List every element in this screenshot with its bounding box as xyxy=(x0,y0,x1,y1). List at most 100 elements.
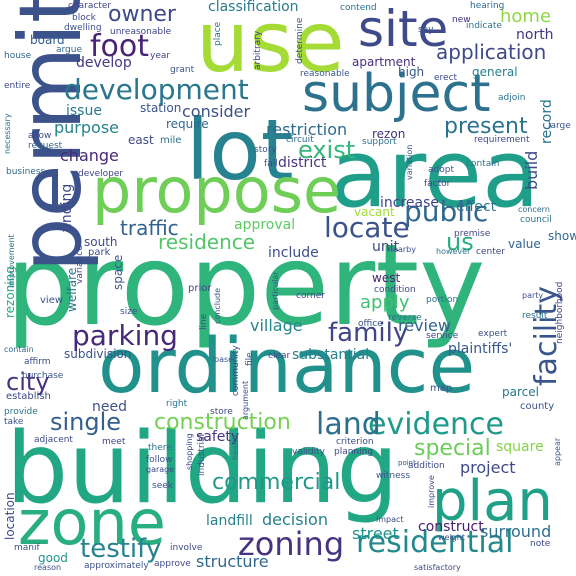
word-village: village xyxy=(250,316,303,335)
word-subject: subject xyxy=(302,64,491,124)
word-location: location xyxy=(3,492,17,540)
word-parcel: parcel xyxy=(502,385,539,399)
word-planning: planning xyxy=(334,447,374,457)
word-character: character xyxy=(68,1,112,11)
word-weight: weight xyxy=(438,533,465,542)
word-city: city xyxy=(6,368,50,396)
word-family: family xyxy=(328,318,409,348)
word-station: station xyxy=(140,101,182,115)
word-witness: witness xyxy=(376,471,411,481)
word-note: note xyxy=(530,539,551,549)
word-size: size xyxy=(120,307,138,317)
word-industrial: industrial xyxy=(197,433,207,476)
word-construction: construction xyxy=(154,410,291,435)
word-support: support xyxy=(362,137,397,147)
word-need: need xyxy=(92,399,127,415)
word-us: us xyxy=(446,228,474,256)
word-propose: propose xyxy=(92,154,342,227)
word-say: say xyxy=(418,25,434,35)
word-effect: effect xyxy=(456,199,497,215)
word-center: center xyxy=(476,247,505,257)
word-contain-2: contain xyxy=(4,345,34,354)
word-adjoin: adjoin xyxy=(498,93,526,103)
word-seek: seek xyxy=(152,481,173,491)
word-dwelling: dwelling xyxy=(64,23,102,33)
word-improve: improve xyxy=(427,475,436,508)
word-point: point xyxy=(398,459,416,467)
word-reverse: reverse xyxy=(388,313,422,323)
word-involve: involve xyxy=(170,543,203,553)
word-zone: zone xyxy=(18,486,166,559)
word-application: application xyxy=(436,40,547,64)
word-area: area xyxy=(330,120,540,229)
word-adjacent: adjacent xyxy=(34,435,73,445)
word-approximately: approximately xyxy=(84,561,149,571)
word-site: site xyxy=(358,0,449,58)
word-exist: exist xyxy=(298,136,356,164)
word-large: large xyxy=(548,121,571,131)
word-unit: unit xyxy=(372,239,400,255)
word-place: place xyxy=(213,21,223,46)
word-project: project xyxy=(460,458,516,477)
word-factor: factor xyxy=(424,179,451,189)
word-request: request xyxy=(28,141,63,151)
word-variation: variation xyxy=(405,144,414,180)
word-construct: construct xyxy=(418,519,484,535)
word-owner: owner xyxy=(108,2,176,27)
word-developer: developer xyxy=(78,169,124,179)
word-base: base xyxy=(214,355,234,364)
word-south: south xyxy=(84,235,118,249)
word-block: block xyxy=(72,13,96,23)
word-subdivision: subdivision xyxy=(64,347,132,361)
word-map: map xyxy=(430,383,453,394)
word-parking: parking xyxy=(72,319,178,352)
word-contain: contain xyxy=(466,159,500,169)
word-provide: provide xyxy=(4,407,38,417)
word-building: building xyxy=(6,412,399,526)
word-present: present xyxy=(444,114,528,139)
word-development: development xyxy=(64,73,249,106)
word-affirm: affirm xyxy=(24,357,51,367)
word-establish: establish xyxy=(6,391,51,402)
word-contend: contend xyxy=(340,3,377,13)
word-vacant: vacant xyxy=(354,205,395,219)
word-west: west xyxy=(372,271,401,285)
word-circuit: circuit xyxy=(286,135,314,145)
word-surround: surround xyxy=(480,522,552,541)
word-zoning: zoning xyxy=(238,525,345,563)
word-single: single xyxy=(50,408,122,436)
word-health: health xyxy=(231,434,240,460)
word-decision: decision xyxy=(262,510,328,529)
word-purpose: purpose xyxy=(54,118,119,137)
word-expert: expert xyxy=(478,329,508,339)
word-include: include xyxy=(268,245,319,261)
word-new: new xyxy=(452,15,471,25)
word-business: business xyxy=(6,167,46,177)
word-unreasonable: unreasonable xyxy=(110,27,172,37)
word-house: house xyxy=(4,51,32,61)
word-portion: portion xyxy=(426,295,459,305)
word-safety: safety xyxy=(196,429,240,445)
word-view: view xyxy=(40,295,64,306)
word-foot: foot xyxy=(90,29,150,64)
word-file: file xyxy=(245,352,255,366)
word-council: council xyxy=(520,215,552,225)
word-conclude: conclude xyxy=(213,287,222,324)
word-validity: validity xyxy=(292,447,325,457)
word-board: board xyxy=(30,33,65,47)
word-community: community xyxy=(231,345,241,396)
word-fail: fail xyxy=(264,159,278,169)
word-improvement: improvement xyxy=(7,234,16,288)
word-good: good xyxy=(38,551,68,565)
word-issue: issue xyxy=(66,103,102,119)
word-party: party xyxy=(522,291,544,300)
word-east: east xyxy=(128,133,154,147)
word-allow: allow xyxy=(28,131,52,141)
word-nearby: nearby xyxy=(388,245,416,254)
word-grant: grant xyxy=(170,65,195,75)
word-erect: erect xyxy=(434,73,458,83)
word-evidence: evidence xyxy=(368,407,505,442)
word-affect: affect xyxy=(36,149,62,159)
word-hearing: hearing xyxy=(470,1,505,11)
word-landfill: landfill xyxy=(206,513,253,529)
